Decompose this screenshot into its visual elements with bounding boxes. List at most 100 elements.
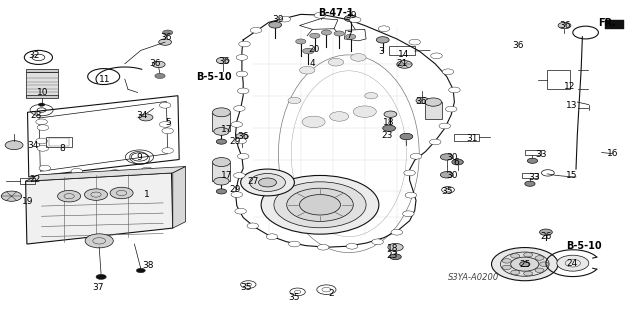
Circle shape [302,116,325,128]
Circle shape [5,141,23,150]
Circle shape [159,39,172,45]
Text: 8: 8 [60,144,65,153]
Circle shape [384,111,397,117]
Circle shape [372,239,383,245]
Bar [26,69,58,72]
Text: 22: 22 [29,175,41,184]
Circle shape [502,265,511,270]
Circle shape [425,98,442,106]
Circle shape [214,177,229,185]
Bar [46,137,72,147]
Circle shape [442,187,454,193]
Text: 34: 34 [136,111,148,120]
Text: B-5-10: B-5-10 [566,241,602,251]
Circle shape [136,268,145,273]
Circle shape [328,58,344,66]
Text: 27: 27 [247,177,259,186]
Circle shape [452,159,463,165]
Text: 10: 10 [37,88,49,97]
Text: 20: 20 [308,45,319,54]
Bar [20,178,35,184]
Circle shape [58,190,81,202]
Circle shape [247,223,259,229]
Circle shape [216,189,227,194]
Circle shape [383,125,396,131]
Circle shape [540,229,552,235]
Circle shape [162,148,173,153]
Polygon shape [26,167,186,181]
Circle shape [84,189,108,200]
Circle shape [404,170,415,176]
Circle shape [96,274,106,279]
Circle shape [502,259,511,263]
Circle shape [445,106,457,112]
Text: FR.: FR. [598,18,616,28]
Circle shape [346,243,358,249]
Circle shape [274,182,366,228]
Text: 19: 19 [22,197,33,206]
Bar [454,134,479,141]
Text: 4: 4 [310,59,315,68]
Circle shape [37,145,49,151]
Circle shape [405,192,417,198]
Circle shape [524,271,532,276]
Circle shape [511,254,520,258]
Circle shape [287,188,353,221]
Circle shape [351,54,366,61]
Circle shape [139,114,153,121]
Circle shape [557,255,589,271]
Circle shape [231,122,243,127]
Text: 30: 30 [446,153,458,162]
Circle shape [236,133,248,140]
Bar [212,113,230,131]
Text: S3YA-A0200: S3YA-A0200 [448,273,499,282]
Text: 36: 36 [559,21,571,30]
Circle shape [231,192,243,197]
Bar [425,102,442,119]
Circle shape [400,133,413,140]
Text: 6: 6 [454,158,459,167]
Text: 35: 35 [441,187,452,196]
Circle shape [236,71,248,77]
Circle shape [212,158,230,167]
Text: 12: 12 [564,82,575,91]
Circle shape [431,53,442,59]
Circle shape [429,139,441,145]
Text: 23: 23 [387,251,398,260]
Text: 9: 9 [137,153,142,162]
Bar [522,173,538,178]
Circle shape [442,69,454,75]
Text: 15: 15 [566,171,577,180]
Text: 36: 36 [218,57,230,66]
Text: 36: 36 [161,33,172,42]
Circle shape [239,41,250,47]
Bar [547,70,570,89]
Circle shape [261,175,379,234]
Text: 35: 35 [289,293,300,302]
Circle shape [310,33,320,38]
Circle shape [296,39,306,44]
Circle shape [234,106,245,111]
Circle shape [334,31,344,36]
Circle shape [36,119,47,125]
Circle shape [36,138,47,144]
Circle shape [216,57,229,64]
Text: 17: 17 [221,125,233,134]
Circle shape [241,281,256,288]
Circle shape [376,37,389,43]
Polygon shape [26,173,173,244]
Circle shape [279,16,291,22]
Circle shape [511,270,520,275]
Text: 29: 29 [230,137,241,146]
Circle shape [162,128,173,134]
Circle shape [269,22,282,28]
Circle shape [300,195,340,215]
Circle shape [259,178,276,187]
Circle shape [344,15,357,22]
Circle shape [321,30,332,35]
Text: 5: 5 [165,118,170,127]
Text: 33: 33 [529,173,540,182]
Text: 2: 2 [329,289,334,298]
Text: 7: 7 [346,31,351,40]
Circle shape [365,93,378,99]
